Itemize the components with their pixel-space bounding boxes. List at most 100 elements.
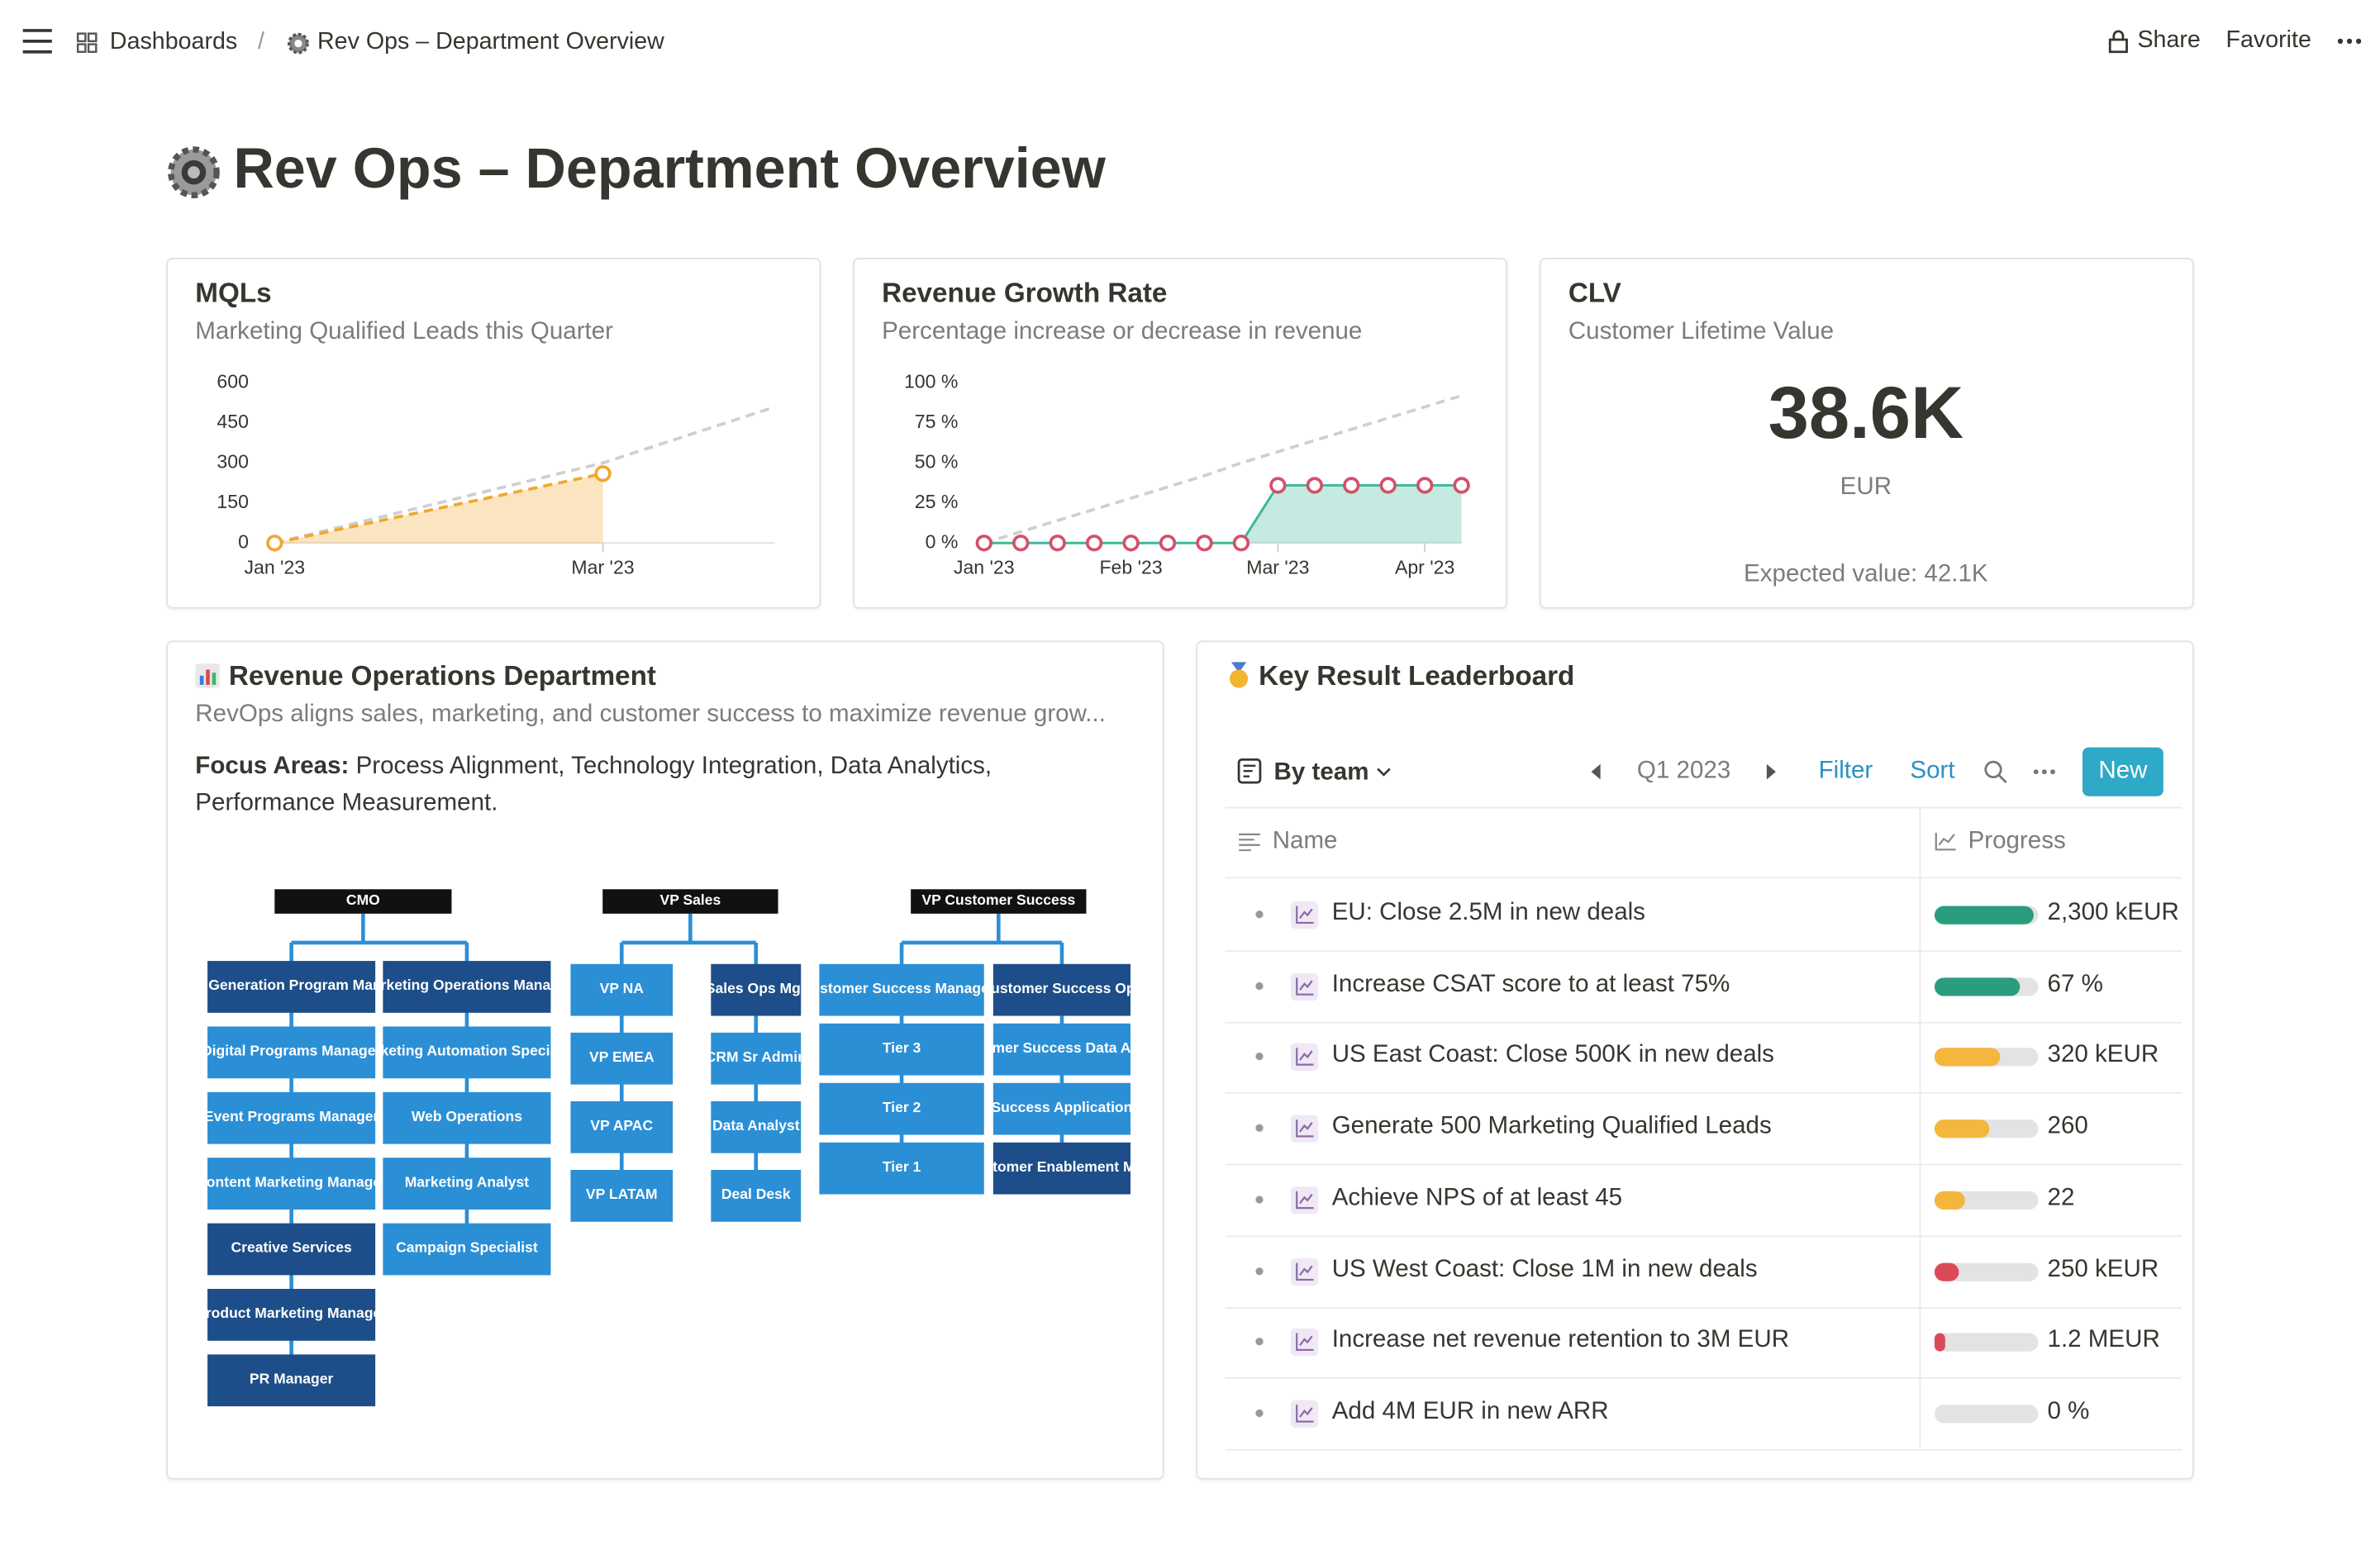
breadcrumb-current[interactable]: Rev Ops – Department Overview bbox=[317, 29, 664, 55]
org-node-box bbox=[992, 963, 1131, 1016]
focus-areas: Focus Areas: Process Alignment, Technolo… bbox=[195, 749, 1111, 822]
bullet bbox=[1255, 1409, 1264, 1417]
connector bbox=[899, 913, 1064, 964]
y-tick-label: 100 % bbox=[904, 370, 958, 392]
bullet bbox=[1255, 1196, 1264, 1204]
x-tick-label: Feb '23 bbox=[1099, 557, 1162, 578]
row-divider bbox=[1225, 1448, 2182, 1451]
new-button[interactable]: New bbox=[2082, 747, 2163, 796]
prev-period[interactable] bbox=[1590, 763, 1602, 780]
org-node-box bbox=[383, 1026, 551, 1079]
card-title: MQLs bbox=[195, 278, 272, 308]
org-head: CMO bbox=[345, 892, 380, 910]
org-node: Product Marketing Manager bbox=[207, 1305, 375, 1323]
org-node-frame: Product Marketing Manager bbox=[207, 1305, 375, 1323]
progress-value: 320 kEUR bbox=[2047, 1042, 2159, 1069]
org-node-frame: Campaign Specialist bbox=[396, 1239, 538, 1257]
org-node-frame: PR Manager bbox=[250, 1371, 333, 1388]
org-node: Customer Success Applications Manager bbox=[992, 1100, 1130, 1117]
share-button[interactable]: Share bbox=[2137, 27, 2201, 54]
org-node-frame: Web Operations bbox=[412, 1109, 522, 1125]
row-divider bbox=[1225, 1092, 2182, 1095]
org-node-box bbox=[819, 963, 984, 1016]
view-selector[interactable]: By team bbox=[1273, 759, 1369, 786]
org-node-box bbox=[711, 1032, 802, 1085]
breadcrumb-link[interactable]: Dashboards bbox=[109, 29, 238, 55]
y-tick-label: 450 bbox=[217, 411, 248, 432]
row-icon-glyph bbox=[1296, 1405, 1314, 1423]
marker bbox=[1196, 535, 1213, 552]
search-button[interactable] bbox=[1983, 759, 2008, 784]
org-node-box bbox=[711, 1170, 802, 1222]
progress-value: 0 % bbox=[2047, 1398, 2090, 1425]
org-node: Customer Success Data Analyst bbox=[992, 1040, 1131, 1058]
org-node-box bbox=[383, 1158, 551, 1210]
next-period[interactable] bbox=[1765, 763, 1778, 780]
marker bbox=[1379, 477, 1397, 494]
org-node-box bbox=[819, 1082, 984, 1135]
org-node-box bbox=[819, 1023, 984, 1076]
org-node-frame: Customer Success Ops bbox=[993, 981, 1130, 998]
progress-track bbox=[1934, 1405, 2039, 1424]
progress-track bbox=[1934, 1262, 2039, 1281]
card-subtitle: Marketing Qualified Leads this Quarter bbox=[195, 318, 614, 345]
org-node-box bbox=[207, 1289, 376, 1341]
progress-value: 67 % bbox=[2047, 971, 2103, 997]
line bbox=[274, 405, 776, 545]
more-options[interactable] bbox=[2032, 768, 2057, 777]
org-node-box bbox=[207, 961, 376, 1013]
more-button[interactable] bbox=[2335, 36, 2363, 45]
org-node-frame: Creative Services bbox=[231, 1240, 351, 1257]
clv-value: 38.6K bbox=[1768, 373, 1964, 455]
org-node-box bbox=[570, 1170, 674, 1222]
progress-value: 22 bbox=[2047, 1185, 2075, 1211]
org-head-box bbox=[602, 889, 778, 914]
progress-track bbox=[1934, 1333, 2039, 1352]
chart-icon bbox=[195, 663, 220, 688]
org-node: VP NA bbox=[599, 981, 644, 998]
org-node: Customer Success Ops bbox=[993, 981, 1130, 998]
row-icon-glyph bbox=[1296, 1120, 1314, 1138]
org-head: VP Sales bbox=[659, 892, 721, 910]
clv-expected: Expected value: 42.1K bbox=[1744, 561, 1988, 587]
org-node: VP EMEA bbox=[588, 1049, 654, 1067]
org-head-frame: VP Customer Success bbox=[921, 892, 1075, 909]
org-node-box bbox=[383, 1091, 551, 1144]
org-node: Digital Programs Manager bbox=[207, 1043, 376, 1061]
row-icon-glyph bbox=[1296, 1191, 1314, 1209]
divider bbox=[1225, 806, 2182, 809]
row-icon bbox=[1290, 972, 1319, 1001]
favorite-button[interactable]: Favorite bbox=[2225, 27, 2311, 54]
filter-button[interactable]: Filter bbox=[1818, 758, 1873, 784]
chevron-icon[interactable] bbox=[1376, 766, 1391, 778]
menu-icon[interactable] bbox=[21, 27, 55, 55]
row-icon bbox=[1290, 1115, 1319, 1143]
org-node: Tier 1 bbox=[882, 1159, 921, 1177]
org-node-box bbox=[570, 1101, 674, 1153]
card-subtitle: Customer Lifetime Value bbox=[1568, 318, 1835, 345]
progress-value: 1.2 MEUR bbox=[2047, 1327, 2160, 1353]
divider bbox=[1225, 877, 2182, 879]
org-node: CRM Sr Admin bbox=[711, 1049, 801, 1067]
org-node-box bbox=[207, 1158, 376, 1210]
progress-bar bbox=[1934, 1048, 2000, 1067]
column-header: Name bbox=[1272, 828, 1338, 854]
marker bbox=[1159, 535, 1177, 552]
org-node: Tier 2 bbox=[882, 1100, 921, 1117]
org-node: Deal Desk bbox=[721, 1186, 791, 1204]
org-node-box bbox=[711, 963, 802, 1016]
y-tick-label: 600 bbox=[217, 370, 248, 392]
marker bbox=[1232, 535, 1250, 552]
org-head-frame: VP Sales bbox=[659, 892, 721, 910]
sort-button[interactable]: Sort bbox=[1910, 758, 1955, 784]
row-divider bbox=[1225, 1021, 2182, 1024]
bullet bbox=[1255, 1338, 1264, 1346]
org-node-box bbox=[207, 1354, 376, 1407]
org-node-frame: Content Marketing Manager bbox=[207, 1175, 375, 1191]
y-tick-label: 25 % bbox=[915, 491, 959, 512]
marker bbox=[594, 465, 612, 483]
org-node: Campaign Specialist bbox=[396, 1239, 538, 1257]
line bbox=[274, 472, 603, 545]
org-chart: CMO Lead Generation Program Manager Digita… bbox=[207, 889, 1131, 1407]
